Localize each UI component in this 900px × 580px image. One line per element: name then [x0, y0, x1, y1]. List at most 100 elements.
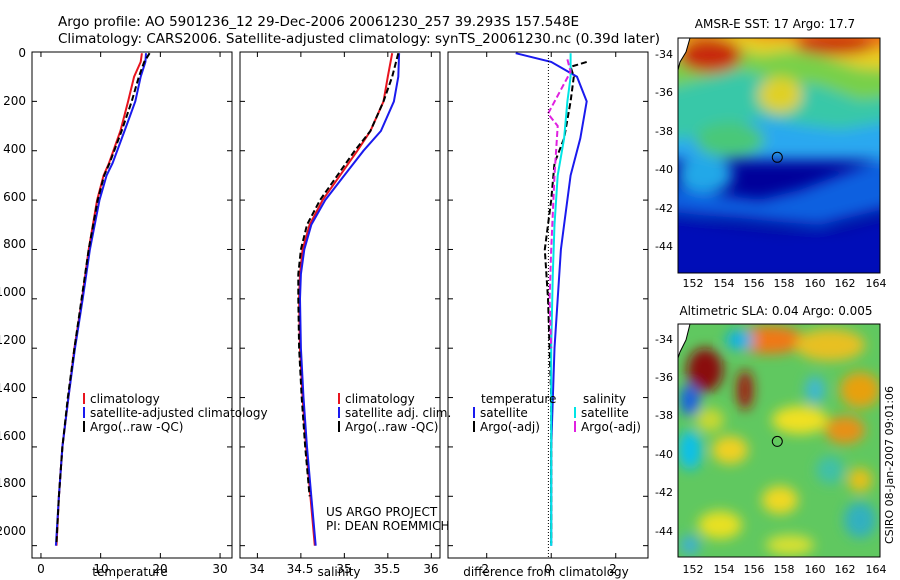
- temperature-axis-label: temperature: [92, 565, 167, 579]
- sst-map-lon-ticks: 152 154 156 158 160 162 164: [683, 277, 887, 290]
- depth-tick-label: 400: [3, 142, 26, 156]
- series-line-salinity-satellite: [550, 53, 572, 546]
- x-tick-label: 10: [93, 562, 108, 576]
- x-tick-label: 34.5: [287, 562, 314, 576]
- legend-label: Argo(-adj): [581, 420, 641, 434]
- sla-map-lat-ticks: -34 -36 -38 -40 -42 -44: [655, 333, 673, 538]
- difference-legend: temperature salinity satellite Argo(-adj…: [473, 392, 641, 434]
- header-line-1: Argo profile: AO 5901236_12 29-Dec-2006 …: [58, 14, 579, 30]
- depth-tick-label: 1000: [0, 285, 26, 299]
- difference-series: [515, 52, 588, 546]
- legend-column-header: temperature: [481, 392, 556, 406]
- legend-label: Argo(..raw -QC): [90, 420, 183, 434]
- lon-tick-label: 164: [866, 277, 887, 290]
- lat-tick-label: -34: [655, 48, 673, 61]
- legend-label: Argo(..raw -QC): [345, 420, 438, 434]
- sst-map-lat-ticks: -34 -36 -38 -40 -42 -44: [655, 48, 673, 253]
- series-line-argo-raw-qc: [297, 52, 400, 497]
- lon-tick-label: 160: [805, 277, 826, 290]
- argo-float-marker: [771, 435, 783, 447]
- lon-tick-label: 152: [683, 563, 704, 576]
- x-tick-label: 30: [212, 562, 227, 576]
- depth-tick-label: 1600: [0, 429, 26, 443]
- x-tick-label: 35.5: [374, 562, 401, 576]
- lon-tick-label: 158: [774, 277, 795, 290]
- project-credit-line-2: PI: DEAN ROEMMICH: [326, 519, 449, 533]
- depth-tick-label: 1400: [0, 381, 26, 395]
- lon-tick-label: 162: [835, 563, 856, 576]
- sla-map: [678, 324, 880, 557]
- depth-tick-label: 1800: [0, 476, 26, 490]
- depth-axis: 0 200 400 600 800 1000 1200 1400 1600 18…: [0, 46, 26, 538]
- series-line-satellite-adj-clim: [298, 53, 401, 546]
- salinity-series: [297, 52, 401, 546]
- legend-column-header: salinity: [583, 392, 626, 406]
- temperature-series: [54, 52, 151, 546]
- sla-map-title: Altimetric SLA: 0.04 Argo: 0.005: [679, 304, 872, 318]
- lon-tick-label: 156: [744, 277, 765, 290]
- x-tick-label: 0: [37, 562, 45, 576]
- lat-tick-label: -38: [655, 409, 673, 422]
- sla-map-lon-ticks: 152 154 156 158 160 162 164: [683, 563, 887, 576]
- x-tick-label: 0: [544, 562, 552, 576]
- temperature-x-ticks: 0 10 20 30: [37, 562, 227, 576]
- legend-label: satellite-adjusted climatology: [90, 406, 268, 420]
- series-line-salinity-argo-adj: [546, 59, 572, 349]
- salinity-axis-label: salinity: [317, 565, 360, 579]
- temperature-legend: climatology satellite-adjusted climatolo…: [83, 392, 268, 434]
- argo-float-marker: [771, 151, 783, 163]
- x-tick-label: 20: [152, 562, 167, 576]
- lon-tick-label: 156: [744, 563, 765, 576]
- legend-label: satellite: [581, 406, 629, 420]
- lat-tick-label: -40: [655, 163, 673, 176]
- depth-tick-label: 2000: [0, 524, 26, 538]
- salinity-legend: climatology satellite adj. clim. Argo(..…: [338, 392, 451, 434]
- lon-tick-label: 162: [835, 277, 856, 290]
- lat-tick-label: -40: [655, 448, 673, 461]
- legend-label: satellite adj. clim.: [345, 406, 451, 420]
- x-tick-label: 2: [609, 562, 617, 576]
- legend-label: satellite: [480, 406, 528, 420]
- difference-x-ticks: -2 0 2: [477, 562, 617, 576]
- salinity-panel: [239, 51, 441, 559]
- lat-tick-label: -38: [655, 125, 673, 138]
- difference-axis-label: difference from climatology: [463, 565, 629, 579]
- sst-map-title: AMSR-E SST: 17 Argo: 17.7: [695, 17, 855, 31]
- salinity-x-ticks: 34 34.5 35 35.5 36: [249, 562, 438, 576]
- depth-tick-label: 1200: [0, 333, 26, 347]
- lat-tick-label: -44: [655, 240, 673, 253]
- project-credit-line-1: US ARGO PROJECT: [326, 505, 438, 519]
- temperature-panel: [31, 51, 233, 559]
- lon-tick-label: 158: [774, 563, 795, 576]
- lat-tick-label: -44: [655, 525, 673, 538]
- depth-tick-label: 600: [3, 190, 26, 204]
- sst-map: [678, 38, 880, 273]
- depth-tick-label: 0: [18, 46, 26, 60]
- legend-label: Argo(-adj): [480, 420, 540, 434]
- header-line-2: Climatology: CARS2006. Satellite-adjuste…: [58, 31, 660, 47]
- lat-tick-label: -34: [655, 333, 673, 346]
- lat-tick-label: -36: [655, 86, 673, 99]
- x-tick-label: -2: [477, 562, 489, 576]
- lat-tick-label: -42: [655, 202, 673, 215]
- depth-tick-label: 200: [3, 94, 26, 108]
- axis-ticks: [32, 51, 648, 558]
- x-tick-label: 36: [423, 562, 438, 576]
- lon-tick-label: 154: [714, 277, 735, 290]
- lon-tick-label: 152: [683, 277, 704, 290]
- lat-tick-label: -42: [655, 486, 673, 499]
- series-line-temperature-satellite: [515, 52, 588, 546]
- lon-tick-label: 154: [714, 563, 735, 576]
- lon-tick-label: 160: [805, 563, 826, 576]
- series-line-temperature-argo-adj: [543, 60, 587, 544]
- lon-tick-label: 164: [866, 563, 887, 576]
- legend-label: climatology: [345, 392, 415, 406]
- series-line-argo-raw-qc: [55, 52, 151, 544]
- legend-label: climatology: [90, 392, 160, 406]
- lat-tick-label: -36: [655, 371, 673, 384]
- csiro-timestamp: CSIRO 08-Jan-2007 09:01:06: [883, 386, 896, 544]
- depth-tick-label: 800: [3, 237, 26, 251]
- x-tick-label: 34: [249, 562, 264, 576]
- x-tick-label: 35: [336, 562, 351, 576]
